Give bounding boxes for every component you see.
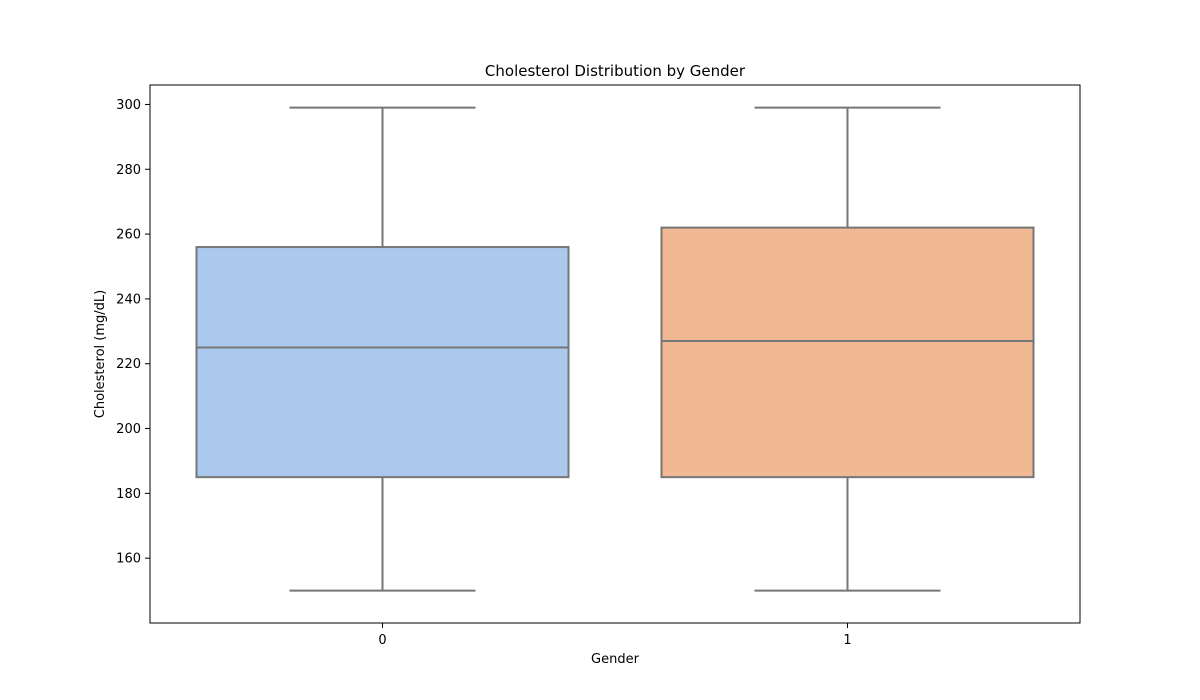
- box-1: [660, 226, 1035, 479]
- y-tick-label-260: 260: [116, 228, 141, 243]
- x-tick-label-0: 0: [378, 633, 386, 648]
- box-0: [195, 246, 570, 479]
- chart-title: Cholesterol Distribution by Gender: [485, 62, 746, 80]
- axes-frame: [149, 84, 1081, 624]
- y-tick-label-280: 280: [116, 163, 141, 178]
- x-tick-label-1: 1: [843, 633, 851, 648]
- y-axis-label: Cholesterol (mg/dL): [93, 290, 108, 418]
- y-tick-label-220: 220: [116, 357, 141, 372]
- y-tick-label-180: 180: [116, 487, 141, 502]
- y-tick-label-200: 200: [116, 422, 141, 437]
- x-axis-label: Gender: [591, 652, 640, 667]
- y-tick-label-160: 160: [116, 552, 141, 567]
- y-tick-label-300: 300: [116, 98, 141, 113]
- plot-area: 160 180 200 220 240 260 280 300 0 1: [116, 84, 1081, 648]
- y-tick-label-240: 240: [116, 292, 141, 307]
